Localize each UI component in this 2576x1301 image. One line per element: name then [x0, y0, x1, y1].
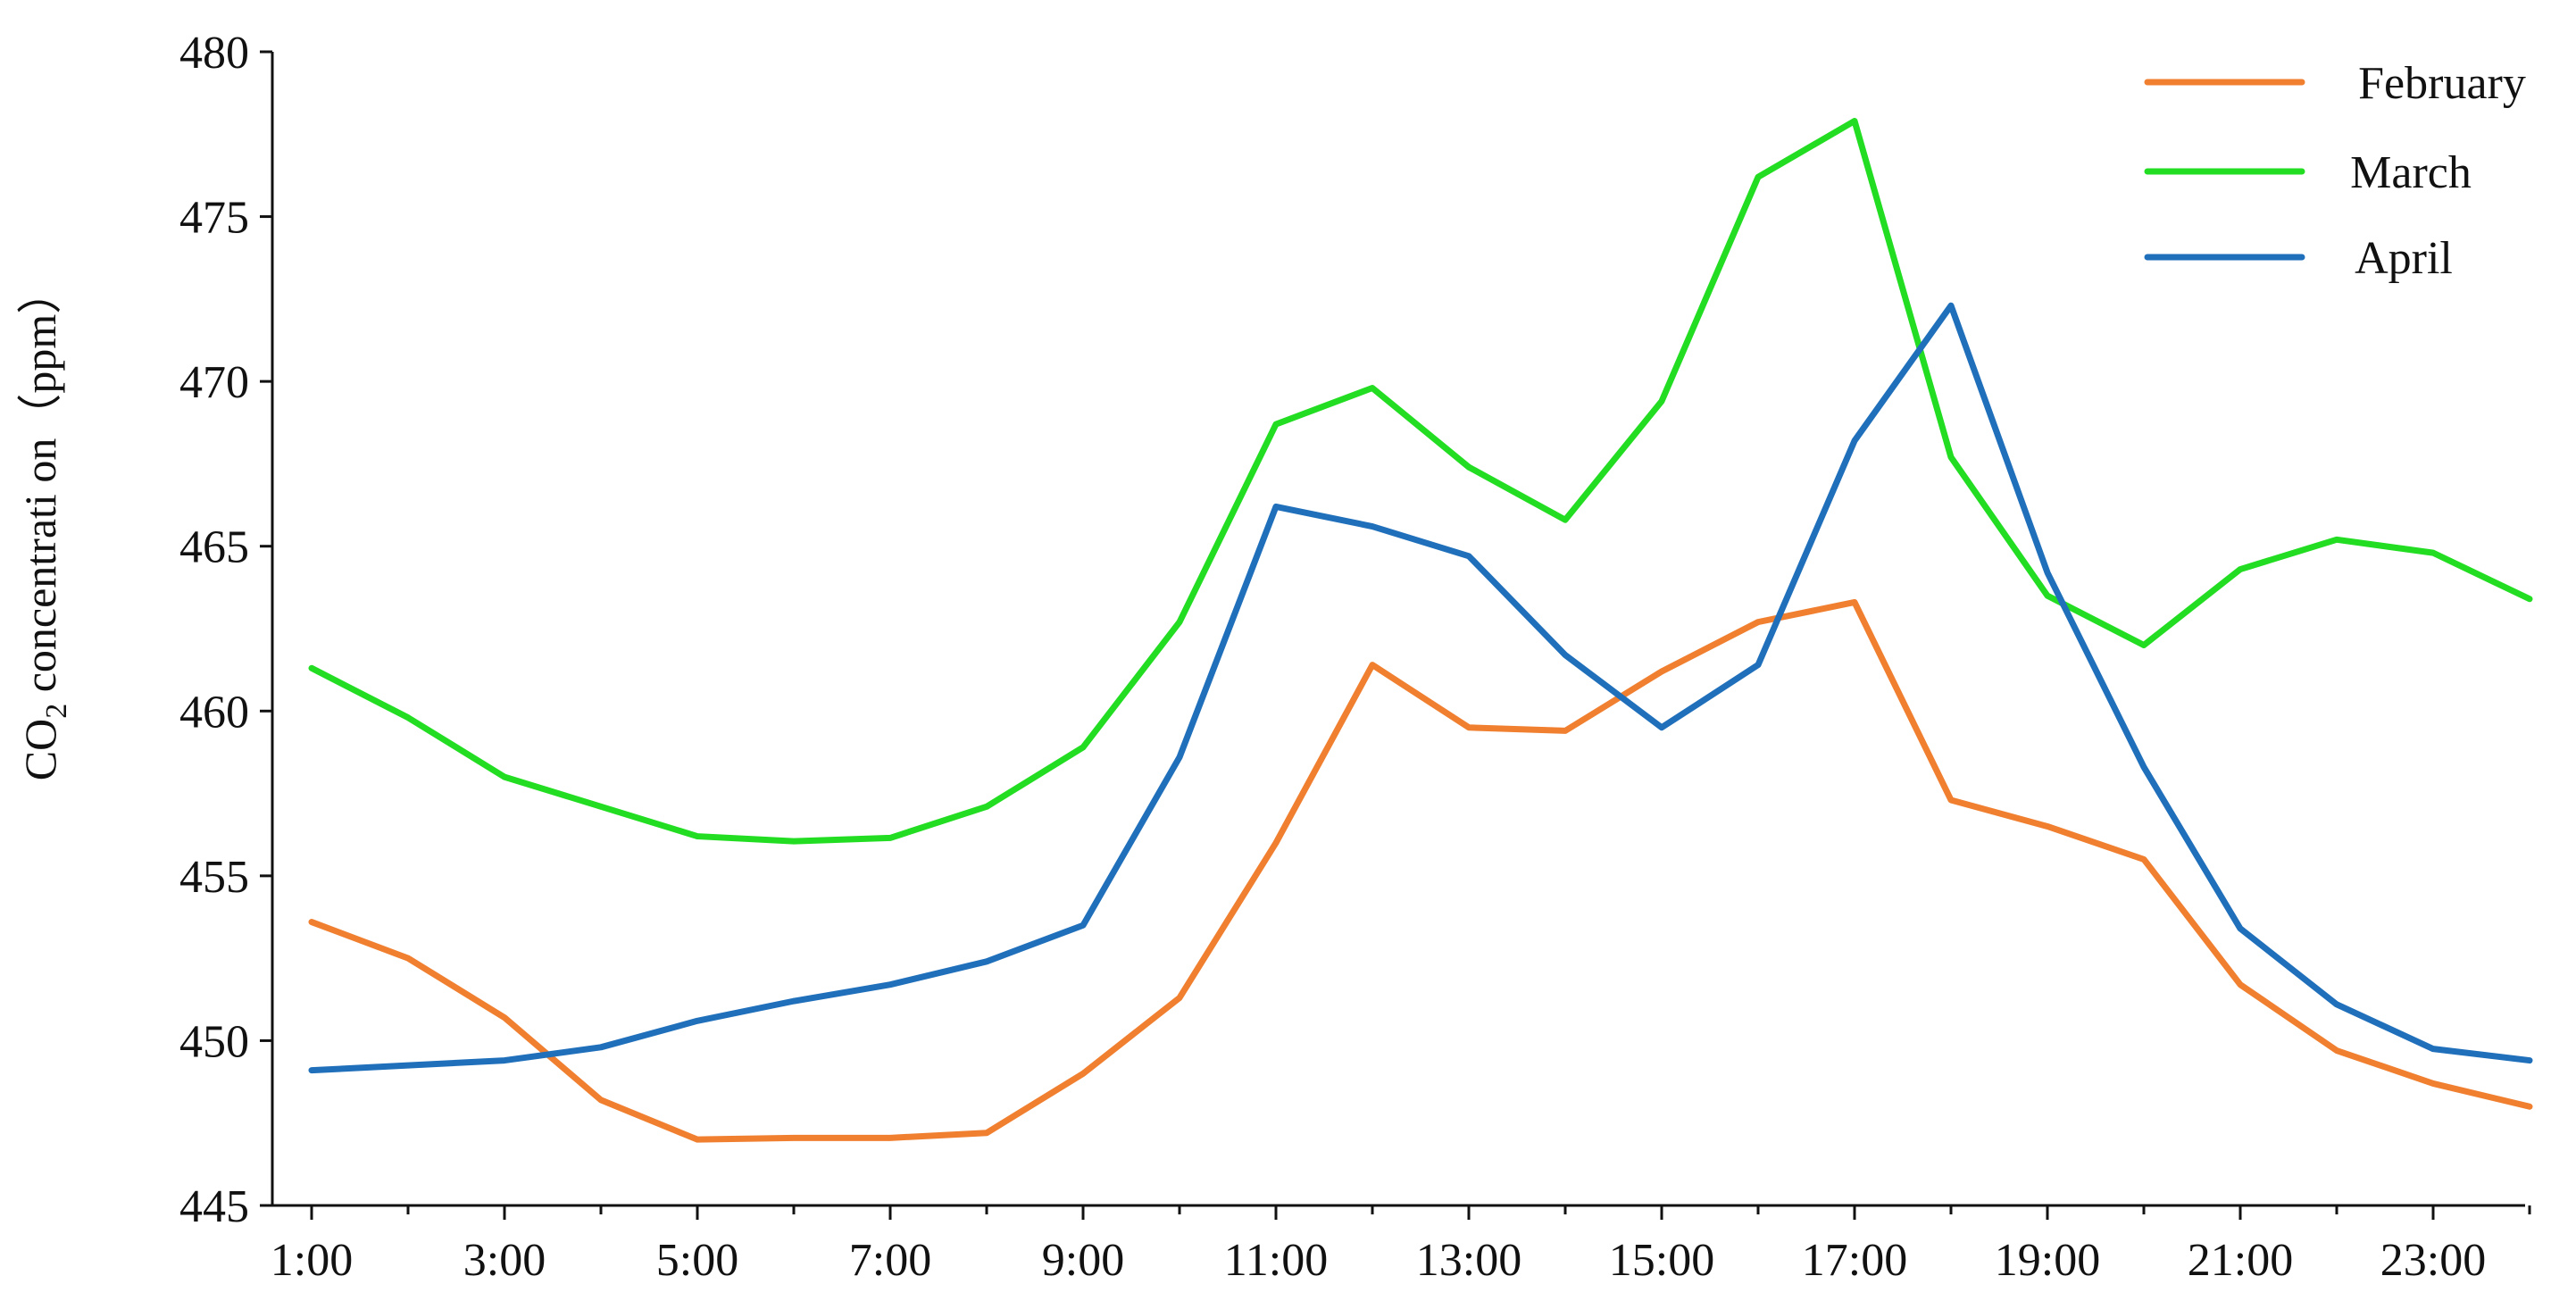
x-tick-label: 7:00 [849, 1235, 931, 1286]
y-axis-title-part-co: CO [15, 719, 65, 780]
axes [271, 52, 2525, 1207]
series-line-march [308, 118, 2533, 845]
x-tick-label: 3:00 [463, 1235, 546, 1286]
y-tick-label: 445 [179, 1181, 249, 1232]
legend-label-march: March [2350, 147, 2472, 198]
y-tick-label: 470 [179, 357, 249, 408]
x-tick-label: 17:00 [1802, 1235, 1907, 1286]
y-tick-label: 475 [179, 193, 249, 244]
x-tick-label: 1:00 [271, 1235, 353, 1286]
x-tick-label: 11:00 [1224, 1235, 1329, 1286]
x-tick-label: 13:00 [1416, 1235, 1521, 1286]
y-tick-label: 450 [179, 1016, 249, 1067]
y-tick-label: 480 [179, 28, 249, 79]
series-group [308, 118, 2533, 1143]
x-tick-label: 15:00 [1609, 1235, 1714, 1286]
legend-label-february: February [2358, 58, 2526, 109]
y-tick-label: 460 [179, 687, 249, 738]
y-axis-title-part-rest: concentrati on（ppm） [15, 270, 65, 704]
y-tick-label: 455 [179, 852, 249, 903]
y-tick-label: 465 [179, 522, 249, 573]
x-tick-label: 19:00 [1995, 1235, 2100, 1286]
x-tick-label: 21:00 [2188, 1235, 2293, 1286]
x-ticks: 1:00 3:00 5:00 7:00 9:00 11:00 13:00 15:00 17:00… [271, 1205, 2531, 1286]
x-tick-label: 5:00 [656, 1235, 738, 1286]
legend: February March April [2144, 58, 2526, 284]
series-line-april [308, 302, 2533, 1074]
y-axis-title-subscript: 2 [40, 704, 73, 719]
y-axis-title: CO2 concentrati on（ppm） [15, 270, 73, 780]
series-line-february [308, 598, 2533, 1143]
legend-label-april: April [2355, 233, 2453, 284]
x-tick-label: 9:00 [1042, 1235, 1124, 1286]
x-tick-label: 23:00 [2380, 1235, 2486, 1286]
y-ticks: 445 450 455 460 465 470 475 480 [179, 28, 272, 1232]
